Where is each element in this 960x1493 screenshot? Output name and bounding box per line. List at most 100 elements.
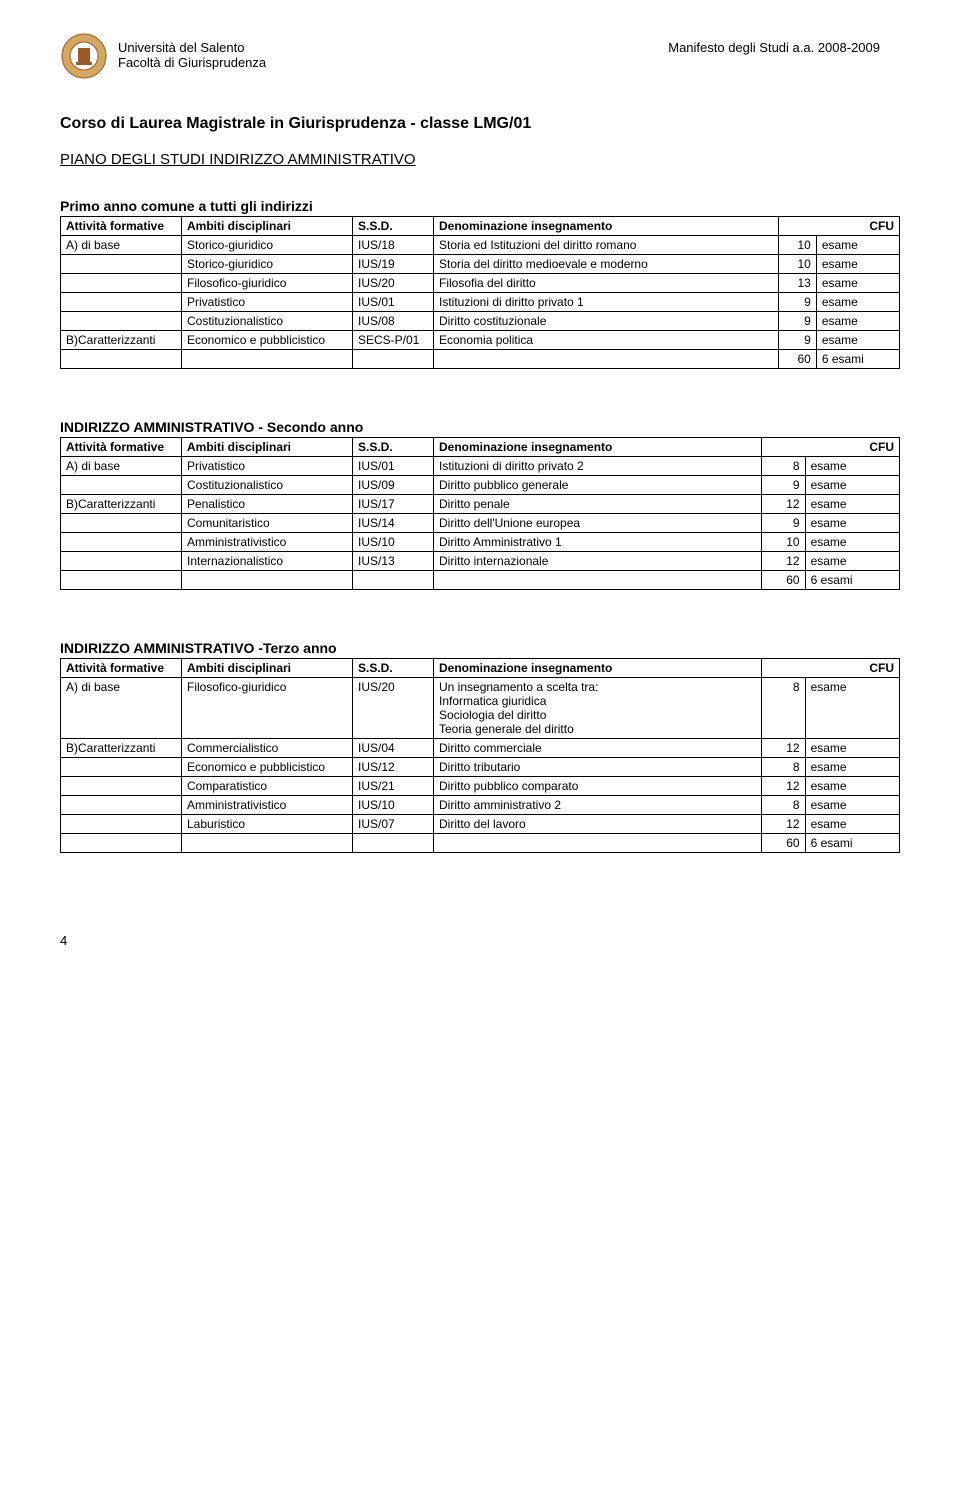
cell-cfu: 9 bbox=[778, 293, 816, 312]
cell-attivita bbox=[61, 312, 182, 331]
cell-cfu: 12 bbox=[762, 815, 805, 834]
table-total-row: 60 6 esami bbox=[61, 350, 900, 369]
cell-esame: esame bbox=[805, 552, 899, 571]
cell-cfu: 12 bbox=[762, 552, 805, 571]
col-cfu: CFU bbox=[762, 659, 900, 678]
cell-insegnamento: Diritto Amministrativo 1 bbox=[434, 533, 762, 552]
cell-insegnamento: Economia politica bbox=[434, 331, 779, 350]
cell-ssd: IUS/17 bbox=[353, 495, 434, 514]
cell-esame: esame bbox=[805, 678, 899, 739]
cell-cfu: 12 bbox=[762, 495, 805, 514]
cell-ssd: SECS-P/01 bbox=[353, 331, 434, 350]
cell-ssd: IUS/14 bbox=[353, 514, 434, 533]
cell-attivita bbox=[61, 476, 182, 495]
table-row: AmministrativisticoIUS/10Diritto Amminis… bbox=[61, 533, 900, 552]
col-ambiti: Ambiti disciplinari bbox=[182, 217, 353, 236]
cell-cfu: 10 bbox=[762, 533, 805, 552]
cell-attivita bbox=[61, 533, 182, 552]
total-cfu: 60 bbox=[762, 571, 805, 590]
total-cfu: 60 bbox=[762, 834, 805, 853]
cell-attivita bbox=[61, 552, 182, 571]
cell-insegnamento: Diritto penale bbox=[434, 495, 762, 514]
cell-cfu: 9 bbox=[778, 312, 816, 331]
cell-esame: esame bbox=[816, 331, 899, 350]
cell-insegnamento: Diritto amministrativo 2 bbox=[434, 796, 762, 815]
col-attivita: Attività formative bbox=[61, 217, 182, 236]
cell-ssd: IUS/07 bbox=[353, 815, 434, 834]
cell-ssd: IUS/08 bbox=[353, 312, 434, 331]
cell-attivita bbox=[61, 758, 182, 777]
col-ssd: S.S.D. bbox=[353, 217, 434, 236]
cell-ambito: Penalistico bbox=[182, 495, 353, 514]
cell-attivita bbox=[61, 293, 182, 312]
cell-insegnamento: Storia ed Istituzioni del diritto romano bbox=[434, 236, 779, 255]
table-row: B)CaratterizzantiEconomico e pubblicisti… bbox=[61, 331, 900, 350]
table-row: Filosofico-giuridicoIUS/20Filosofia del … bbox=[61, 274, 900, 293]
university-logo bbox=[60, 32, 108, 80]
col-attivita: Attività formative bbox=[61, 659, 182, 678]
cell-ssd: IUS/10 bbox=[353, 796, 434, 815]
cell-insegnamento: Diritto dell'Unione europea bbox=[434, 514, 762, 533]
cell-insegnamento: Diritto commerciale bbox=[434, 739, 762, 758]
table-row: LaburisticoIUS/07Diritto del lavoro12esa… bbox=[61, 815, 900, 834]
cell-attivita bbox=[61, 796, 182, 815]
cell-attivita bbox=[61, 777, 182, 796]
cell-insegnamento: Diritto costituzionale bbox=[434, 312, 779, 331]
col-cfu: CFU bbox=[762, 438, 900, 457]
page-title: Corso di Laurea Magistrale in Giurisprud… bbox=[60, 115, 900, 133]
cell-esame: esame bbox=[816, 274, 899, 293]
cell-attivita bbox=[61, 815, 182, 834]
cell-ambito: Economico e pubblicistico bbox=[182, 758, 353, 777]
cell-ambito: Storico-giuridico bbox=[182, 236, 353, 255]
table1-caption: Primo anno comune a tutti gli indirizzi bbox=[60, 198, 900, 214]
manifesto-title: Manifesto degli Studi a.a. 2008-2009 bbox=[668, 40, 880, 70]
cell-esame: esame bbox=[805, 514, 899, 533]
cell-esame: esame bbox=[805, 758, 899, 777]
cell-attivita bbox=[61, 255, 182, 274]
cell-ssd: IUS/10 bbox=[353, 533, 434, 552]
table-total-row: 60 6 esami bbox=[61, 834, 900, 853]
cell-esame: esame bbox=[805, 457, 899, 476]
table-row: Economico e pubblicisticoIUS/12Diritto t… bbox=[61, 758, 900, 777]
cell-cfu: 9 bbox=[762, 476, 805, 495]
cell-ssd: IUS/01 bbox=[353, 293, 434, 312]
cell-ambito: Amministrativistico bbox=[182, 533, 353, 552]
cell-ambito: Privatistico bbox=[182, 457, 353, 476]
cell-insegnamento: Istituzioni di diritto privato 1 bbox=[434, 293, 779, 312]
cell-insegnamento: Diritto pubblico comparato bbox=[434, 777, 762, 796]
cell-ambito: Economico e pubblicistico bbox=[182, 331, 353, 350]
cell-ssd: IUS/21 bbox=[353, 777, 434, 796]
total-cfu: 60 bbox=[778, 350, 816, 369]
cell-ambito: Costituzionalistico bbox=[182, 312, 353, 331]
table-row: CostituzionalisticoIUS/08Diritto costitu… bbox=[61, 312, 900, 331]
col-ambiti: Ambiti disciplinari bbox=[182, 438, 353, 457]
table2-caption: INDIRIZZO AMMINISTRATIVO - Secondo anno bbox=[60, 419, 900, 435]
cell-cfu: 8 bbox=[762, 796, 805, 815]
cell-insegnamento: Diritto del lavoro bbox=[434, 815, 762, 834]
cell-ambito: Commercialistico bbox=[182, 739, 353, 758]
col-ambiti: Ambiti disciplinari bbox=[182, 659, 353, 678]
table-row: A) di baseFilosofico-giuridicoIUS/20Un i… bbox=[61, 678, 900, 739]
cell-esame: esame bbox=[805, 815, 899, 834]
total-esami: 6 esami bbox=[816, 350, 899, 369]
cell-ambito: Costituzionalistico bbox=[182, 476, 353, 495]
cell-ssd: IUS/18 bbox=[353, 236, 434, 255]
cell-ambito: Comunitaristico bbox=[182, 514, 353, 533]
cell-attivita bbox=[61, 514, 182, 533]
cell-esame: esame bbox=[805, 476, 899, 495]
col-insegnamento: Denominazione insegnamento bbox=[434, 659, 762, 678]
cell-ambito: Comparatistico bbox=[182, 777, 353, 796]
col-ssd: S.S.D. bbox=[353, 438, 434, 457]
cell-attivita: B)Caratterizzanti bbox=[61, 331, 182, 350]
cell-ssd: IUS/04 bbox=[353, 739, 434, 758]
cell-ssd: IUS/19 bbox=[353, 255, 434, 274]
table-terzo-anno: Attività formative Ambiti disciplinari S… bbox=[60, 658, 900, 853]
cell-ssd: IUS/13 bbox=[353, 552, 434, 571]
cell-esame: esame bbox=[805, 777, 899, 796]
cell-cfu: 9 bbox=[778, 331, 816, 350]
cell-insegnamento: Diritto internazionale bbox=[434, 552, 762, 571]
col-ssd: S.S.D. bbox=[353, 659, 434, 678]
table3-caption: INDIRIZZO AMMINISTRATIVO -Terzo anno bbox=[60, 640, 900, 656]
table-row: B)CaratterizzantiCommercialisticoIUS/04D… bbox=[61, 739, 900, 758]
cell-attivita: B)Caratterizzanti bbox=[61, 495, 182, 514]
